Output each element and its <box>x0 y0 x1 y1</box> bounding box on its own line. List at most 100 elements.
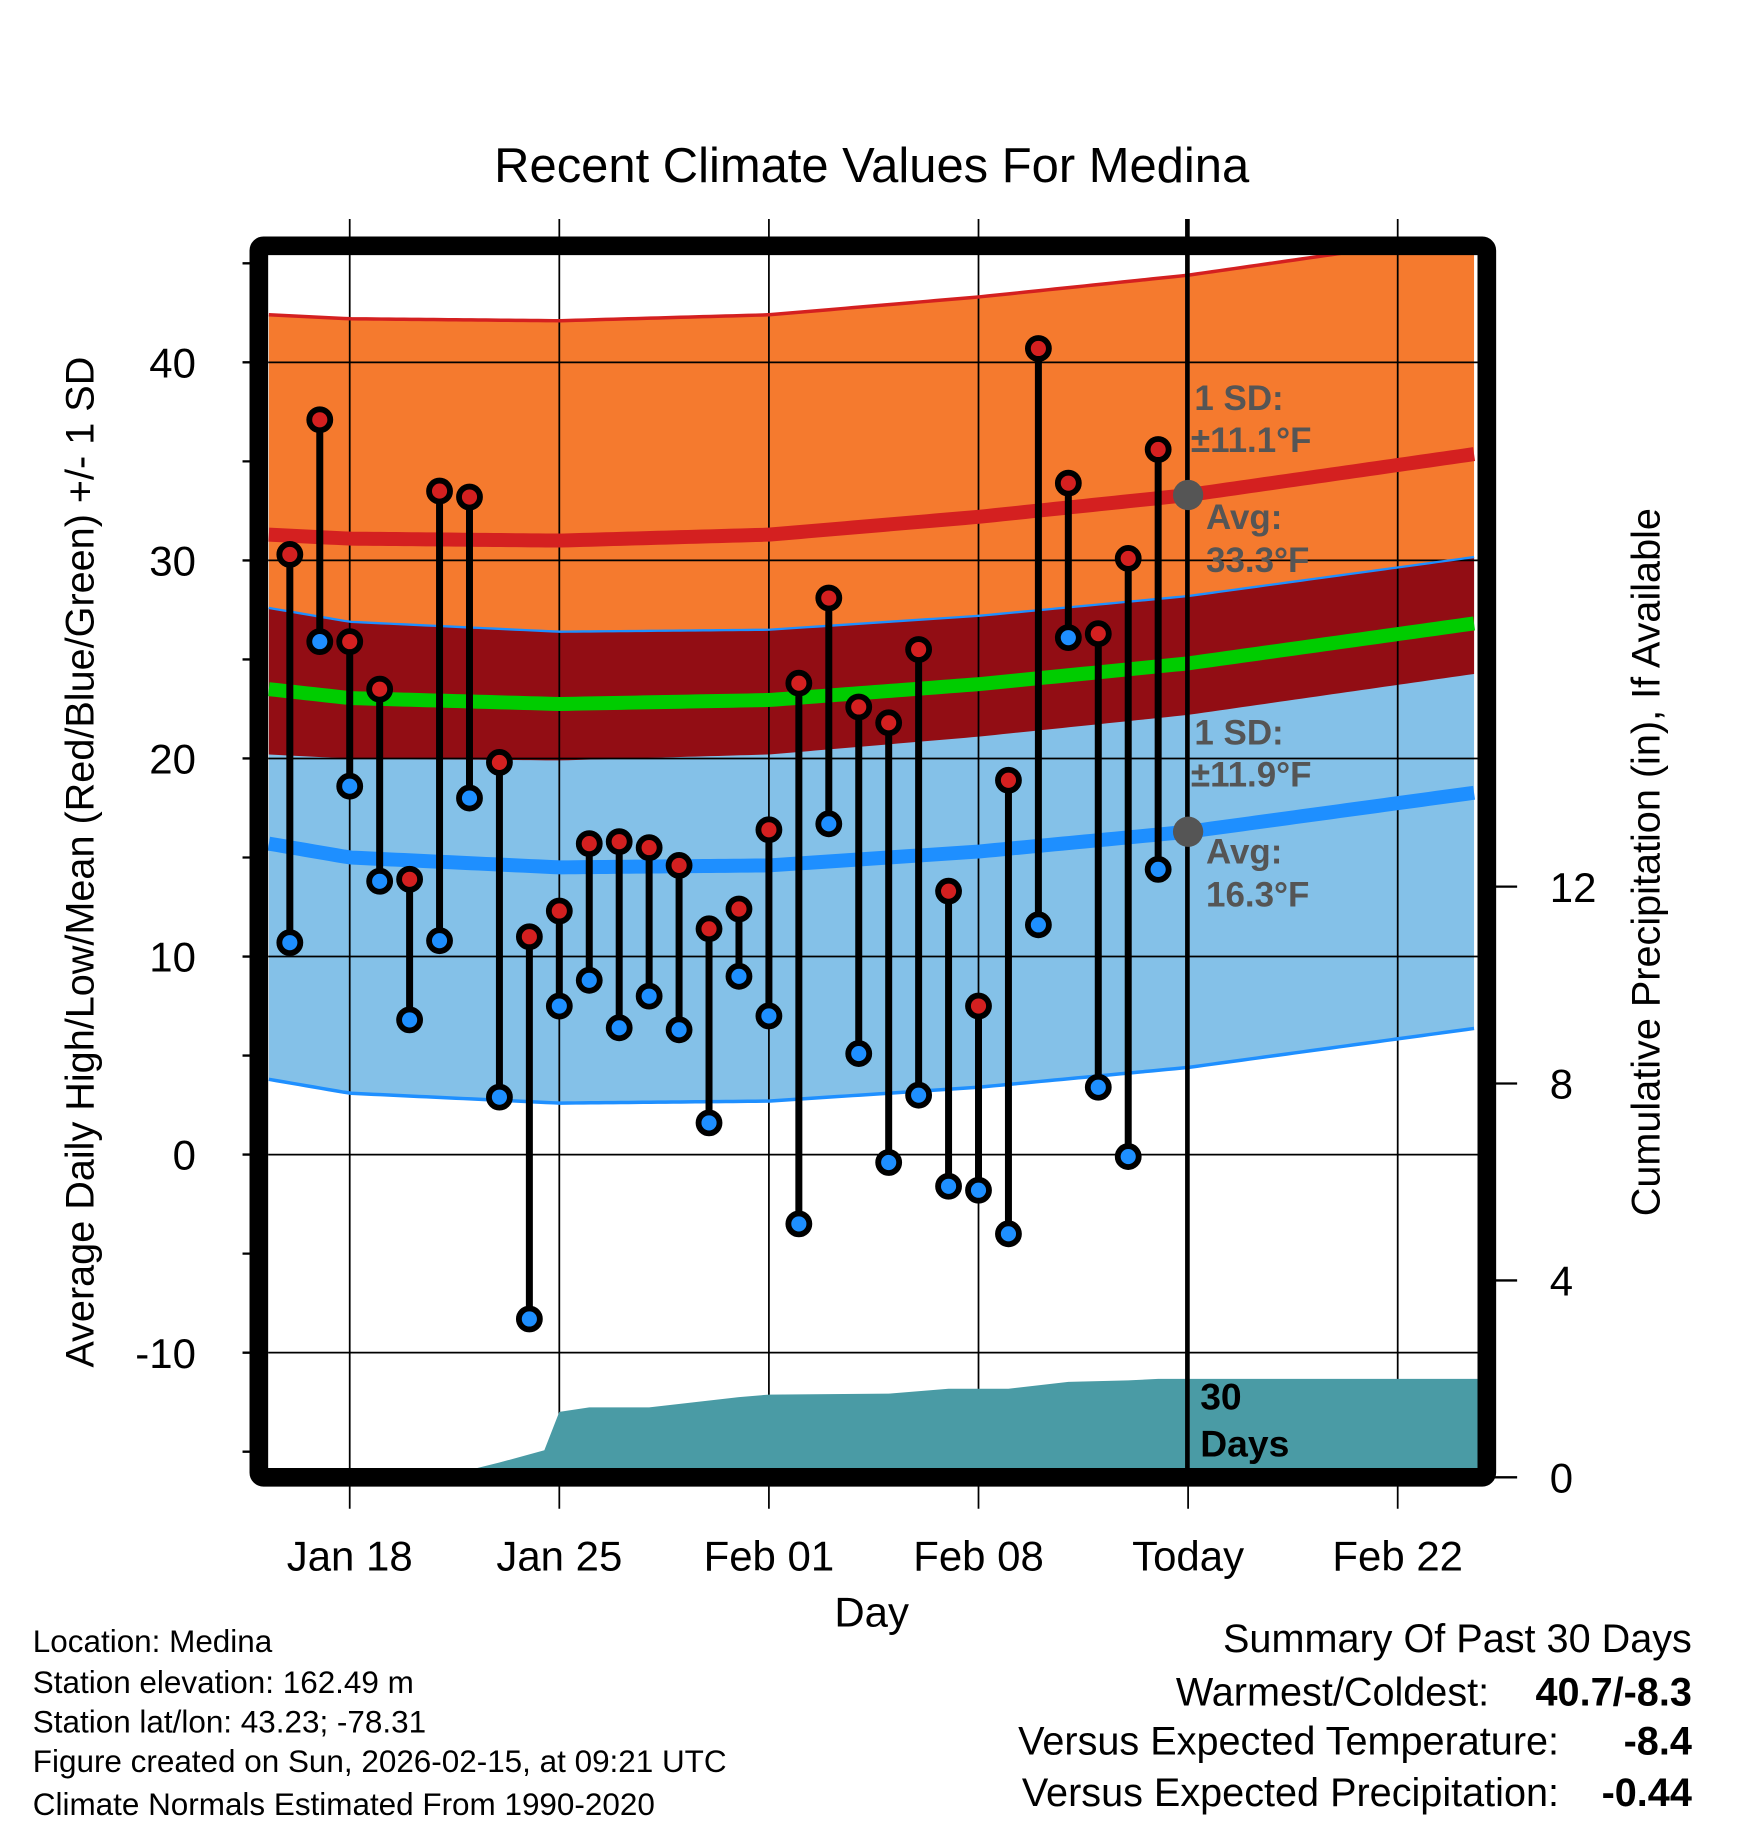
x-tick-label: Feb 08 <box>913 1533 1044 1580</box>
y2-tick-label: 0 <box>1550 1454 1573 1501</box>
y2-tick-label: 4 <box>1550 1258 1573 1305</box>
daily-high-point <box>515 923 543 951</box>
daily-high-point <box>905 636 933 663</box>
high-sd-label: 1 SD: <box>1194 379 1283 418</box>
x-tick-label: Today <box>1132 1533 1244 1580</box>
daily-low-point <box>306 628 334 656</box>
daily-high-point <box>845 693 873 721</box>
daily-high-point <box>396 865 424 893</box>
footer-normals: Climate Normals Estimated From 1990-2020 <box>33 1787 655 1822</box>
precip-cumulative-area <box>477 1378 1478 1468</box>
daily-high-point <box>695 915 723 943</box>
daily-high-point <box>965 992 992 1020</box>
daily-low-point <box>755 1002 783 1030</box>
daily-high-point <box>336 628 364 656</box>
summary-title: Summary Of Past 30 Days <box>1223 1617 1692 1661</box>
daily-low-point <box>635 982 663 1010</box>
plot-frame <box>249 236 1497 1487</box>
precip-value: -0.44 <box>1602 1771 1692 1815</box>
x-tick-label: Jan 18 <box>287 1533 413 1580</box>
daily-high-point <box>755 816 783 844</box>
daily-high-point <box>815 584 843 612</box>
daily-high-point <box>1084 620 1112 648</box>
precip-label: Versus Expected Precipitation: <box>1022 1771 1559 1815</box>
daily-high-point <box>605 828 633 856</box>
daily-low-point <box>426 927 453 955</box>
daily-low-point <box>605 1014 633 1042</box>
daily-low-point <box>366 867 394 895</box>
low-lower-sd-line <box>268 1026 1475 1105</box>
footer-latlon: Station lat/lon: 43.23; -78.31 <box>33 1704 426 1739</box>
daily-high-point <box>875 709 903 737</box>
footer-location: Location: Medina <box>33 1624 273 1659</box>
x-tick-label: Jan 25 <box>496 1533 622 1580</box>
y-axis-label: Average Daily High/Low/Mean (Red/Blue/Gr… <box>58 357 102 1368</box>
daily-high-point <box>486 749 513 776</box>
y-tick-label: 20 <box>149 736 196 783</box>
daily-low-point <box>486 1083 513 1111</box>
daily-low-point <box>695 1109 723 1137</box>
daily-low-point <box>1114 1143 1142 1170</box>
daily-high-point <box>545 897 573 925</box>
x-tick-label: Feb 01 <box>704 1533 835 1580</box>
daily-low-point <box>1084 1073 1112 1101</box>
low-avg-label: Avg: <box>1206 832 1282 871</box>
low-sd-label: 1 SD: <box>1194 713 1283 752</box>
daily-low-point <box>1054 624 1082 652</box>
daily-high-point <box>1024 335 1052 362</box>
daily-low-point <box>665 1016 693 1044</box>
daily-high-point <box>366 675 394 703</box>
low-avg-today-marker <box>1172 816 1204 847</box>
daily-high-point <box>1114 545 1142 572</box>
low-sd-value: ±11.9°F <box>1191 755 1312 794</box>
precip-area <box>477 1378 1478 1468</box>
high-avg-value: 33.3°F <box>1206 541 1309 580</box>
daily-low-point <box>575 966 603 994</box>
footer-info: Location: Medina Station elevation: 162.… <box>33 1624 727 1822</box>
footer-created: Figure created on Sun, 2026-02-15, at 09… <box>33 1744 727 1779</box>
days-count: 30 <box>1200 1376 1241 1418</box>
temp-label: Versus Expected Temperature: <box>1018 1720 1559 1764</box>
daily-low-point <box>725 962 753 990</box>
daily-low-point <box>1144 855 1172 883</box>
daily-points <box>276 335 1172 1333</box>
y-tick-label: 40 <box>149 339 196 386</box>
daily-low-point <box>456 784 483 812</box>
daily-low-point <box>845 1040 873 1067</box>
y2-axis-label: Cumulative Precipitation (in), If Availa… <box>1624 508 1668 1216</box>
summary: Summary Of Past 30 Days Warmest/Coldest:… <box>1018 1617 1692 1815</box>
daily-low-point <box>905 1081 933 1109</box>
x-axis-label: Day <box>834 1588 909 1635</box>
axis-ticks: -10 0 10 20 30 40 0 4 8 12 Jan 18 Jan 25 Feb 01 Feb 0… <box>135 262 1596 1580</box>
daily-high-point <box>995 766 1022 794</box>
x-tick-label: Feb 22 <box>1332 1533 1463 1580</box>
daily-low-point <box>935 1172 962 1200</box>
high-avg-label: Avg: <box>1206 498 1282 537</box>
daily-low-point <box>875 1149 903 1176</box>
footer-elevation: Station elevation: 162.49 m <box>33 1665 414 1700</box>
days-word: Days <box>1200 1422 1289 1464</box>
high-avg-today-marker <box>1172 479 1204 511</box>
y-tick-label: -10 <box>135 1330 196 1377</box>
daily-high-point <box>575 830 603 858</box>
daily-high-point <box>1054 469 1082 497</box>
daily-low-point <box>515 1305 543 1333</box>
daily-low-point <box>336 772 364 800</box>
daily-high-point <box>456 483 483 511</box>
daily-low-point <box>995 1220 1022 1248</box>
y-tick-label: 0 <box>173 1132 196 1179</box>
daily-low-point <box>276 929 304 957</box>
chart-title: Recent Climate Values For Medina <box>494 139 1250 193</box>
daily-low-point <box>815 810 843 838</box>
annotations: 1 SD: ±11.1°F Avg: 33.3°F 1 SD: ±11.9°F … <box>1172 379 1312 1464</box>
daily-low-point <box>785 1210 813 1238</box>
y-tick-label: 10 <box>149 934 196 981</box>
normal-bands <box>268 253 1475 1104</box>
daily-high-point <box>635 834 663 861</box>
daily-high-point <box>665 852 693 879</box>
y2-tick-label: 8 <box>1550 1061 1573 1108</box>
daily-low-point <box>396 1006 424 1034</box>
low-avg-value: 16.3°F <box>1206 875 1309 914</box>
low-avg-line <box>268 785 1475 875</box>
daily-high-point <box>785 669 813 697</box>
